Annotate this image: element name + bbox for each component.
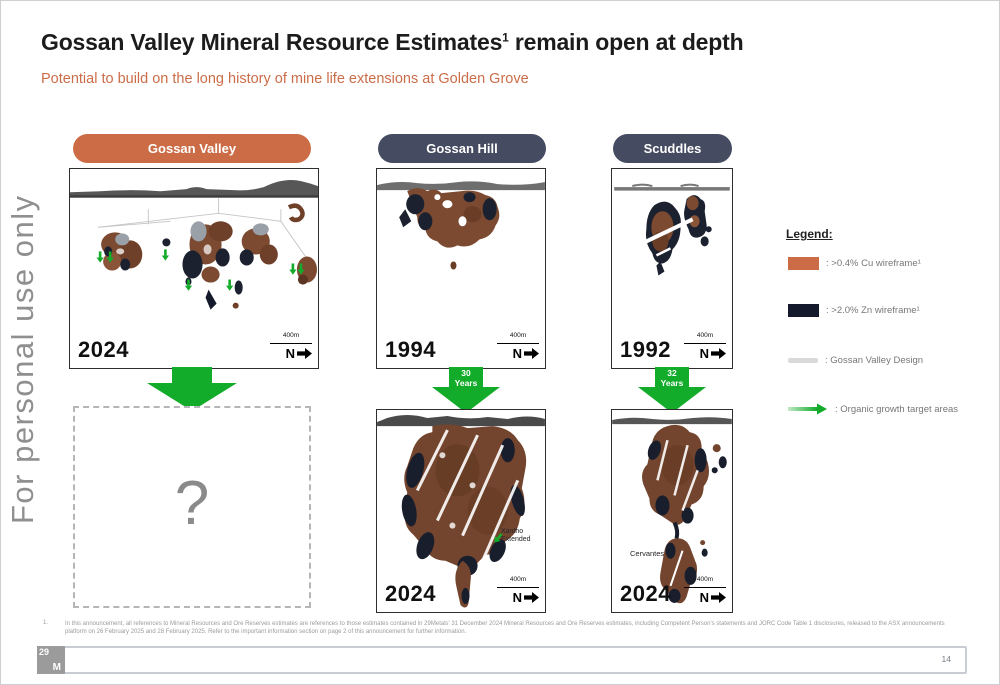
arrow-years-value: 30 bbox=[461, 368, 471, 378]
gossan-valley-future-placeholder: ? bbox=[73, 406, 311, 608]
scuddles-header-pill: Scuddles bbox=[613, 134, 732, 163]
title-footnote-ref: 1 bbox=[502, 30, 509, 45]
year-label: 2024 bbox=[385, 581, 436, 606]
down-arrow-icon bbox=[638, 367, 706, 413]
scuddles-2024-orebody-image bbox=[612, 417, 732, 604]
footer-bar bbox=[37, 646, 967, 674]
legend-item-growth: : Organic growth target areas bbox=[788, 403, 958, 415]
title-rest: remain open at depth bbox=[508, 29, 744, 55]
compass-n-label: N bbox=[285, 346, 295, 361]
zn-wireframe-swatch bbox=[788, 304, 819, 317]
growth-arrow-gossan-valley bbox=[142, 367, 242, 411]
north-arrow-icon bbox=[297, 348, 312, 359]
north-compass: N bbox=[684, 590, 726, 605]
scale-line bbox=[684, 587, 726, 588]
scuddles-1992-orebody-image bbox=[614, 183, 730, 276]
gossan-valley-header-pill: Gossan Valley bbox=[73, 134, 311, 163]
cu-wireframe-swatch bbox=[788, 257, 819, 270]
footnote-marker: 1. bbox=[43, 620, 49, 626]
compass-n-label: N bbox=[512, 346, 522, 361]
arrow-years-label: 32 Years bbox=[632, 368, 712, 388]
scuddles-2024-panel: Cervantes 2024 400m N bbox=[611, 409, 733, 613]
legend-item-label: : Gossan Valley Design bbox=[825, 355, 924, 366]
north-compass: N bbox=[270, 346, 312, 361]
north-arrow-icon bbox=[524, 348, 539, 359]
gossan-hill-2024-orebody-image bbox=[377, 415, 545, 608]
legend-item-design: : Gossan Valley Design bbox=[788, 355, 923, 366]
scale-bar: 400m N bbox=[270, 324, 312, 361]
north-arrow-icon bbox=[524, 592, 539, 603]
arrow-years-word: Years bbox=[454, 377, 478, 388]
scale-bar: 400m N bbox=[684, 324, 726, 361]
growth-arrow-scuddles: 32 Years bbox=[632, 367, 712, 413]
scale-bar: 400m N bbox=[497, 568, 539, 605]
scale-distance-label: 400m bbox=[696, 332, 714, 339]
scale-line bbox=[497, 343, 539, 344]
north-compass: N bbox=[497, 346, 539, 361]
logo-m: M bbox=[52, 662, 61, 673]
growth-arrow-swatch bbox=[788, 403, 827, 415]
legend-item-label: : >0.4% Cu wireframe¹ bbox=[826, 258, 921, 269]
north-arrow-icon bbox=[711, 348, 726, 359]
scale-distance-label: 400m bbox=[282, 332, 300, 339]
gossan-hill-1994-panel: 1994 400m N bbox=[376, 168, 546, 369]
gossan-hill-header-pill: Gossan Hill bbox=[378, 134, 546, 163]
legend-title: Legend: bbox=[786, 227, 833, 241]
page-subtitle: Potential to build on the long history o… bbox=[41, 71, 529, 87]
gossan-valley-2024-panel: 2024 400m N bbox=[69, 168, 319, 369]
29metals-logo: 29 M bbox=[37, 646, 65, 674]
year-label: 1994 bbox=[385, 337, 436, 362]
year-label: 1992 bbox=[620, 337, 671, 362]
legend-item-zn: : >2.0% Zn wireframe¹ bbox=[788, 304, 920, 317]
scale-line bbox=[684, 343, 726, 344]
cervantes-label: Cervantes bbox=[630, 549, 665, 558]
compass-n-label: N bbox=[512, 590, 522, 605]
down-arrow-icon bbox=[432, 367, 500, 413]
legend-item-label: : >2.0% Zn wireframe¹ bbox=[826, 305, 920, 316]
footnote-text: In this announcement, all references to … bbox=[65, 621, 945, 635]
compass-n-label: N bbox=[699, 590, 709, 605]
down-arrow-icon bbox=[147, 367, 237, 411]
logo-29: 29 bbox=[39, 647, 50, 657]
year-label: 2024 bbox=[620, 581, 671, 606]
scale-bar: 400m N bbox=[684, 568, 726, 605]
page-title: Gossan Valley Mineral Resource Estimates… bbox=[41, 29, 744, 56]
year-label: 2024 bbox=[78, 337, 129, 362]
north-compass: N bbox=[497, 590, 539, 605]
compass-n-label: N bbox=[699, 346, 709, 361]
scale-line bbox=[497, 587, 539, 588]
scale-distance-label: 400m bbox=[509, 576, 527, 583]
for-personal-use-only-watermark: For personal use only bbox=[5, 194, 40, 524]
xantho-extended-label: Xantho Extended bbox=[501, 528, 531, 543]
scale-distance-label: 400m bbox=[509, 332, 527, 339]
question-mark: ? bbox=[174, 468, 210, 538]
north-arrow-icon bbox=[711, 592, 726, 603]
page-number: 14 bbox=[941, 654, 951, 664]
north-compass: N bbox=[684, 346, 726, 361]
gossan-hill-1994-orebody-image bbox=[377, 181, 545, 270]
arrow-years-value: 32 bbox=[667, 368, 677, 378]
arrow-years-word: Years bbox=[660, 377, 684, 388]
legend-item-label: : Organic growth target areas bbox=[835, 403, 959, 415]
legend: Legend: : >0.4% Cu wireframe¹ : >2.0% Zn… bbox=[786, 227, 986, 415]
design-line-swatch bbox=[788, 358, 818, 363]
scuddles-1992-panel: 1992 400m N bbox=[611, 168, 733, 369]
gossan-hill-2024-panel: Xantho Extended 2024 400m N bbox=[376, 409, 546, 613]
arrow-years-label: 30 Years bbox=[426, 368, 506, 388]
scale-line bbox=[270, 343, 312, 344]
gossan-valley-orebody-image bbox=[70, 180, 318, 310]
scale-distance-label: 400m bbox=[696, 576, 714, 583]
legend-item-cu: : >0.4% Cu wireframe¹ bbox=[788, 257, 921, 270]
growth-arrow-gossan-hill: 30 Years bbox=[426, 367, 506, 413]
title-main: Gossan Valley Mineral Resource Estimates bbox=[41, 29, 503, 55]
scale-bar: 400m N bbox=[497, 324, 539, 361]
